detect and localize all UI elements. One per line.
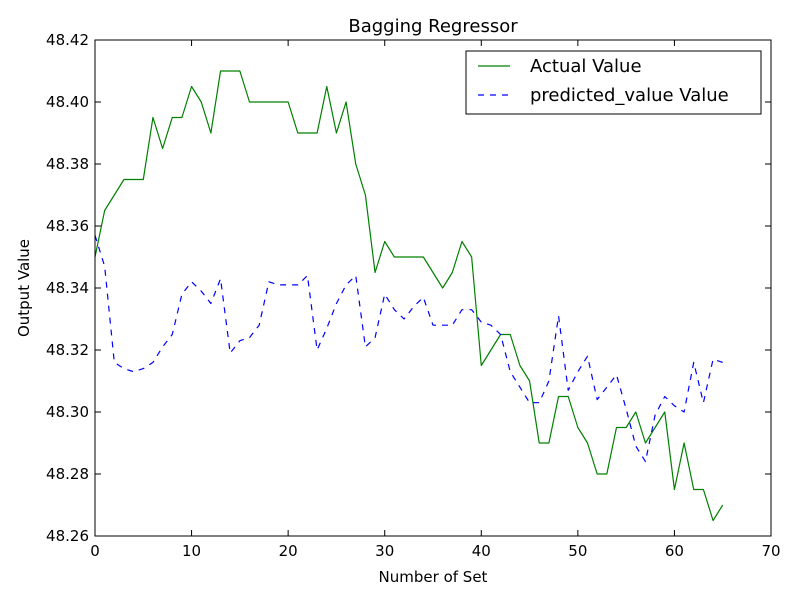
x-tick-label: 30: [375, 542, 394, 560]
x-axis-title: Number of Set: [379, 568, 488, 586]
x-tick-label: 0: [90, 542, 100, 560]
y-axis-title: Output Value: [15, 239, 33, 337]
x-tick-label: 10: [182, 542, 201, 560]
y-tick-label: 48.40: [46, 93, 89, 111]
series-layer: [94, 70, 724, 522]
x-tick-label: 70: [761, 542, 780, 560]
y-tick-label: 48.42: [46, 31, 89, 49]
y-tick-label: 48.32: [46, 341, 89, 359]
y-tick-label: 48.34: [46, 279, 89, 297]
series-line-actual: [94, 70, 724, 522]
series-line-predicted: [94, 235, 723, 463]
y-tick-label: 48.28: [46, 465, 89, 483]
y-tick-label: 48.36: [46, 217, 89, 235]
x-tick-label: 60: [665, 542, 684, 560]
legend-label-predicted: predicted_value Value: [530, 85, 729, 106]
legend: Actual Value predicted_value Value: [465, 50, 762, 115]
legend-box: [465, 50, 762, 115]
legend-label-actual: Actual Value: [530, 56, 642, 77]
x-tick-label: 50: [568, 542, 587, 560]
tick-layer: 0 10 20 30 40 50 60 70 48.26 48.28 48.30 48.32 48.34…: [46, 31, 781, 560]
y-tick-label: 48.26: [46, 527, 89, 545]
y-tick-label: 48.38: [46, 155, 89, 173]
chart-title: Bagging Regressor: [348, 16, 518, 37]
y-tick-label: 48.30: [46, 403, 89, 421]
x-tick-label: 40: [472, 542, 491, 560]
x-tick-label: 20: [279, 542, 298, 560]
